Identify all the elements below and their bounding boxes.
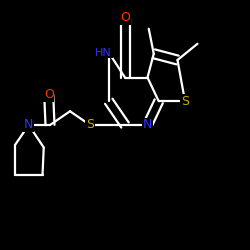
Text: HN: HN: [96, 48, 112, 58]
Text: S: S: [86, 118, 94, 132]
Text: O: O: [44, 88, 54, 102]
Text: O: O: [120, 11, 130, 24]
Text: S: S: [181, 95, 189, 108]
Text: N: N: [24, 118, 34, 132]
Text: N: N: [143, 118, 152, 132]
